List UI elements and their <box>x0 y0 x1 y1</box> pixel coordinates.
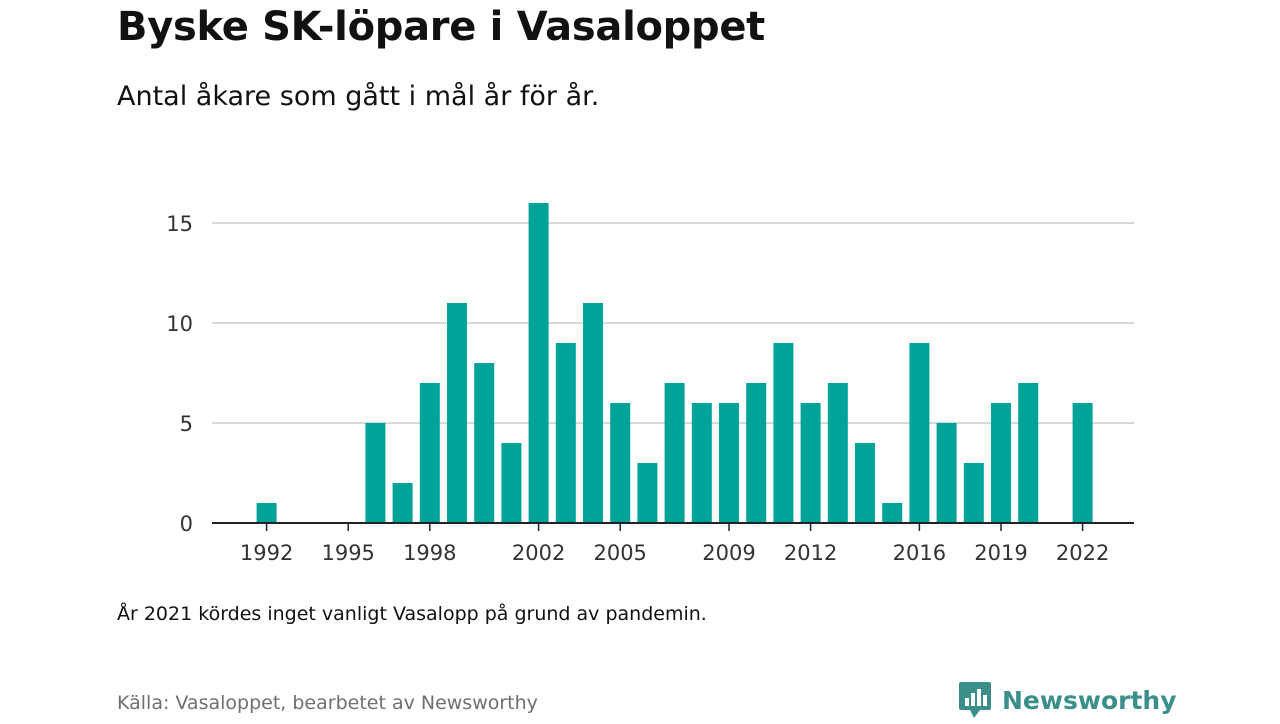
brand-logo: Newsworthy <box>958 680 1177 720</box>
x-tick-label-2002: 2002 <box>512 541 565 565</box>
bar-1992 <box>256 503 277 523</box>
y-tick-label-5: 5 <box>180 412 193 436</box>
bar-2015 <box>882 503 903 523</box>
source-credit: Källa: Vasaloppet, bearbetet av Newswort… <box>117 692 538 714</box>
chart-subtitle: Antal åkare som gått i mål år för år. <box>117 81 600 112</box>
chart-note: År 2021 kördes inget vanligt Vasalopp på… <box>117 603 707 625</box>
bar-2018 <box>963 463 984 523</box>
y-tick-label-0: 0 <box>180 512 193 536</box>
bar-2012 <box>800 403 821 523</box>
bar-2013 <box>827 383 848 523</box>
x-tick-label-1995: 1995 <box>321 541 374 565</box>
bar-2000 <box>474 363 495 523</box>
bars <box>256 203 1093 523</box>
brand-name: Newsworthy <box>1002 685 1177 715</box>
x-tick-label-1998: 1998 <box>403 541 456 565</box>
bar-2008 <box>691 403 712 523</box>
axes: 0 5 10 15 1992 1995 1998 2002 2005 2009 2012 2016 20… <box>166 212 1134 565</box>
bar-1998 <box>419 383 440 523</box>
bar-2003 <box>555 343 576 523</box>
bar-2006 <box>637 463 658 523</box>
bar-1996 <box>365 423 386 523</box>
bar-2011 <box>773 343 794 523</box>
bar-2005 <box>610 403 631 523</box>
bar-2016 <box>909 343 930 523</box>
x-tick-label-2005: 2005 <box>593 541 646 565</box>
bar-2002 <box>528 203 549 523</box>
x-tick-label-2012: 2012 <box>784 541 837 565</box>
bar-2004 <box>583 303 603 523</box>
x-tick-label-1992: 1992 <box>240 541 293 565</box>
bar-2020 <box>1018 383 1039 523</box>
y-tick-label-10: 10 <box>166 312 193 336</box>
bar-2010 <box>746 383 767 523</box>
bar-2001 <box>501 443 522 523</box>
x-tick-label-2009: 2009 <box>702 541 755 565</box>
bar-2019 <box>991 403 1011 523</box>
bar-2022 <box>1072 403 1093 523</box>
bar-2009 <box>719 403 739 523</box>
x-tick-label-2019: 2019 <box>974 541 1027 565</box>
bar-1997 <box>392 483 413 523</box>
bar-2014 <box>855 443 875 523</box>
x-tick-label-2022: 2022 <box>1056 541 1109 565</box>
bar-2007 <box>664 383 685 523</box>
newsworthy-chart-bubble-icon <box>959 682 991 718</box>
bar-1999 <box>447 303 467 523</box>
chart-title: Byske SK-löpare i Vasaloppet <box>117 4 765 50</box>
y-tick-label-15: 15 <box>166 212 193 236</box>
bar-2017 <box>936 423 957 523</box>
x-tick-label-2016: 2016 <box>893 541 946 565</box>
